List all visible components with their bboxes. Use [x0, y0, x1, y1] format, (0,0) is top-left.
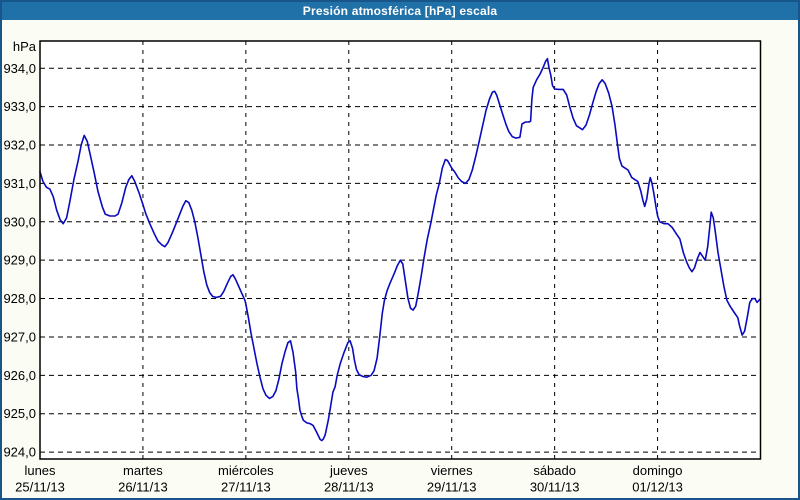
y-tick-label: 933,0 [3, 99, 36, 114]
day-date-label: 26/11/13 [118, 480, 168, 495]
day-date-label: 30/11/13 [530, 480, 580, 495]
day-name-label: jueves [329, 463, 368, 478]
plot-area [40, 41, 761, 459]
day-date-label: 01/12/13 [632, 480, 683, 495]
y-axis-unit-label: hPa [13, 39, 37, 54]
y-tick-label: 925,0 [3, 406, 36, 421]
day-date-label: 27/11/13 [221, 480, 271, 495]
y-tick-label: 928,0 [3, 291, 36, 306]
y-tick-label: 932,0 [3, 138, 36, 153]
y-tick-label: 929,0 [3, 253, 36, 268]
day-name-label: miércoles [218, 463, 274, 478]
pressure-line [39, 57, 762, 442]
day-name-label: domingo [633, 463, 683, 478]
day-date-label: 25/11/13 [15, 480, 65, 495]
y-tick-label: 927,0 [3, 329, 36, 344]
day-date-label: 29/11/13 [427, 480, 477, 495]
day-name-label: sábado [533, 463, 576, 478]
y-tick-label: 930,0 [3, 214, 36, 229]
plot-layer: 934,0 933,0 932,0 931,0 930,0 929,0 928,0 927,0… [3, 40, 762, 495]
day-name-label: martes [123, 463, 163, 478]
day-date-label: 28/11/13 [324, 480, 374, 495]
y-tick-label: 924,0 [3, 445, 36, 460]
day-name-label: viernes [431, 463, 473, 478]
y-tick-label: 931,0 [3, 176, 36, 191]
y-tick-label: 926,0 [3, 368, 36, 383]
title-bar: Presión atmosférica [hPa] escala [2, 2, 798, 20]
day-name-label: lunes [24, 463, 56, 478]
y-tick-label: 934,0 [3, 61, 36, 76]
plot-frame [39, 40, 762, 460]
chart-title: Presión atmosférica [hPa] escala [302, 4, 498, 18]
